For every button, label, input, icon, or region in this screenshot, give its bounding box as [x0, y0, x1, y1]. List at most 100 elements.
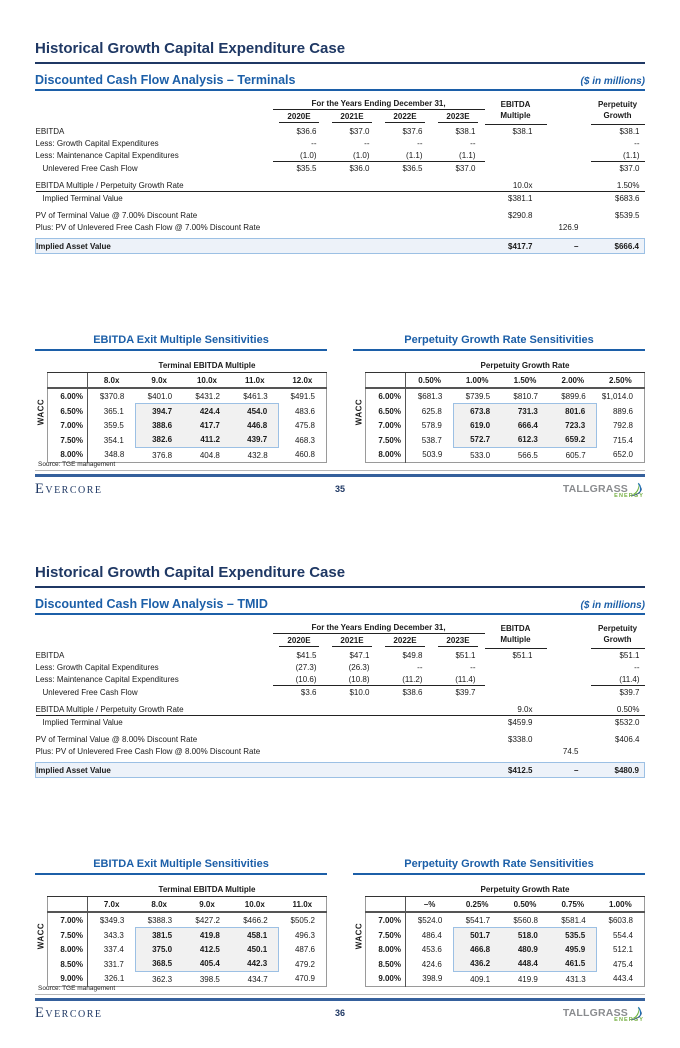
sensitivity-title: EBITDA Exit Multiple Sensitivities	[35, 334, 327, 351]
dcf-year-value: $36.6	[296, 126, 317, 136]
corner-cell	[47, 897, 88, 914]
sensitivity-value: 889.6	[612, 406, 633, 416]
sensitivity-value: $603.8	[608, 916, 633, 926]
sensitivity-value: 535.5	[548, 927, 598, 943]
dcf-year-value	[379, 745, 432, 757]
dcf-year-value: (1.0)	[272, 149, 326, 162]
wacc-axis-label: WACC	[354, 922, 364, 949]
sensitivity-value: 436.2	[452, 956, 502, 972]
table-header-row: –% 0.25% 0.50% 0.75% 1.00%	[365, 897, 645, 914]
table-row: PV of Terminal Value @ 7.00% Discount Ra…	[36, 209, 645, 221]
units-note: ($ in millions)	[580, 600, 645, 611]
sensitivity-value: 343.3	[103, 930, 124, 940]
header-line: Multiple	[500, 111, 531, 121]
sensitivity-value: 448.4	[501, 956, 549, 972]
sensitivity-value: $370.8	[99, 392, 125, 402]
dcf-row-label: Less: Maintenance Capital Expenditures	[35, 675, 179, 684]
sensitivity-value: $524.0	[417, 916, 443, 926]
sensitivity-value: $461.3	[243, 391, 268, 401]
sensitivity-value: 496.3	[294, 930, 315, 940]
sensitivity-value: 331.7	[103, 959, 124, 969]
sensitivity-value: 417.7	[183, 418, 231, 433]
dcf-year-value	[326, 733, 379, 745]
table-row: 7.00% $349.3 $388.3 $427.2 $466.2 $505.2	[47, 912, 327, 928]
dcf-year-value	[325, 703, 379, 716]
sensitivity-value: 439.7	[230, 432, 280, 448]
dcf-mid-value	[547, 149, 591, 162]
dcf-growth-value: 0.50%	[590, 703, 645, 716]
dcf-year-value: $41.5	[296, 650, 317, 660]
sensitivity-value: 446.8	[230, 418, 280, 433]
dcf-multiple-value: 10.0x	[484, 179, 547, 192]
year-header: 2022E	[379, 109, 432, 125]
dcf-mid-value	[547, 209, 591, 221]
wacc-row-label: 7.00%	[365, 912, 406, 928]
sensitivity-value: 381.5	[134, 927, 184, 943]
dcf-year-value: $39.7	[455, 687, 476, 697]
dcf-year-value	[379, 192, 432, 205]
table-row: EBITDA $41.5 $47.1 $49.8 $51.1 $51.1 $51.1	[36, 649, 645, 662]
slide-page-terminals: Historical Growth Capital Expenditure Ca…	[35, 40, 645, 500]
sensitivity-value: 450.1	[230, 942, 280, 957]
dcf-row-label: Less: Growth Capital Expenditures	[35, 138, 159, 148]
sensitivity-value: 512.1	[612, 945, 633, 955]
dcf-growth-value: $683.6	[615, 193, 640, 203]
dcf-growth-value: (1.1)	[590, 149, 645, 162]
column-header: 9.0x	[183, 897, 231, 914]
table-header-row: 0.50% 1.00% 1.50% 2.00% 2.50%	[365, 373, 645, 390]
dcf-mid-value	[547, 686, 591, 699]
dcf-year-value	[432, 192, 485, 205]
corner-cell	[365, 373, 406, 390]
table-row: 9.00% 326.1 362.3 398.5 434.7 470.9	[47, 971, 327, 987]
wacc-row-label: 7.50%	[365, 927, 406, 943]
mid-column-header	[547, 97, 591, 125]
sensitivity-value: 723.3	[548, 418, 598, 433]
dcf-year-value	[272, 179, 326, 192]
dcf-year-value	[326, 209, 379, 221]
dcf-mid-value	[546, 703, 591, 716]
sensitivities-section: EBITDA Exit Multiple Sensitivities WACC …	[35, 334, 645, 464]
dcf-row-label: Implied Asset Value	[35, 238, 273, 254]
dcf-row-label: Implied Terminal Value	[42, 193, 123, 203]
sensitivity-group-header: Terminal EBITDA Multiple	[47, 360, 327, 373]
dcf-year-value	[432, 716, 485, 729]
dcf-year-value: $51.1	[455, 650, 476, 660]
sensitivity-title: Perpetuity Growth Rate Sensitivities	[353, 334, 645, 351]
sensitivity-value: 572.7	[452, 432, 502, 448]
ebitda-multiple-header: EBITDA Multiple	[484, 621, 547, 649]
sensitivity-value: 359.5	[103, 421, 124, 431]
dcf-year-value: $36.0	[349, 163, 370, 173]
page-footer: Source: TGE management Evercore 36 TALLG…	[35, 985, 645, 1031]
label-column-header	[36, 621, 273, 649]
table-row: 7.00% $524.0 $541.7 $560.8 $581.4 $603.8	[365, 912, 645, 928]
sensitivities-section: EBITDA Exit Multiple Sensitivities WACC …	[35, 858, 645, 988]
sensitivity-value: 483.6	[294, 406, 315, 416]
wacc-axis-label: WACC	[354, 398, 364, 425]
sensitivity-value: 398.5	[199, 974, 220, 984]
table-row: 8.50% 424.6 436.2 448.4 461.5 475.4	[365, 956, 645, 972]
sensitivity-group-header: Terminal EBITDA Multiple	[47, 884, 327, 897]
tallgrass-energy-text: ENERGY	[614, 1016, 644, 1023]
sensitivity-value: 533.0	[470, 450, 491, 460]
sensitivity-value: 365.1	[103, 406, 124, 416]
source-note: Source: TGE management	[35, 461, 645, 471]
dcf-year-value	[431, 762, 485, 778]
tallgrass-logo: TALLGRASS ENERGY	[563, 481, 645, 500]
sensitivity-value: 432.8	[247, 450, 268, 460]
wacc-axis-label: WACC	[36, 398, 46, 425]
dcf-year-value: (11.4)	[431, 673, 485, 686]
sensitivity-value: 566.5	[517, 450, 538, 460]
table-row: 6.00% $370.8 $401.0 $431.2 $461.3 $491.5	[47, 388, 327, 404]
sensitivity-value: $681.3	[417, 392, 443, 402]
sensitivity-value: $427.2	[195, 915, 220, 925]
sensitivity-value: 398.9	[422, 974, 443, 984]
dcf-multiple-value: $338.0	[508, 734, 533, 744]
dcf-multiple-value: $412.5	[484, 762, 547, 778]
sensitivity-value: 412.5	[183, 942, 231, 957]
year-header: 2023E	[432, 633, 485, 649]
dcf-year-value: (1.1)	[431, 149, 485, 162]
sensitivity-value: 612.3	[501, 432, 549, 448]
sensitivity-value: 375.0	[134, 942, 184, 957]
dcf-mid-value	[547, 125, 591, 138]
footer-rule	[35, 474, 645, 477]
